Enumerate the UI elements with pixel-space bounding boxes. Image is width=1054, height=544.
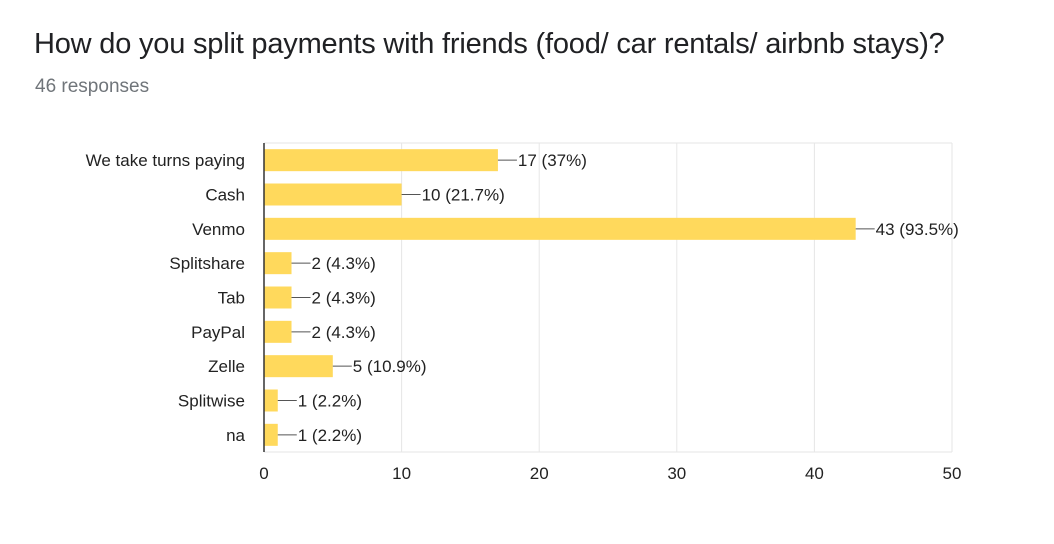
category-label: Zelle	[208, 357, 245, 376]
bar	[264, 286, 292, 309]
category-label: Venmo	[192, 220, 245, 239]
bar	[264, 355, 333, 378]
bar	[264, 423, 278, 446]
data-label: 1 (2.2%)	[298, 392, 362, 411]
category-label: na	[226, 426, 245, 445]
data-label: 43 (93.5%)	[876, 220, 959, 239]
bar	[264, 389, 278, 412]
category-label: Splitwise	[178, 392, 245, 411]
category-label: PayPal	[191, 323, 245, 342]
data-label: 1 (2.2%)	[298, 426, 362, 445]
bar	[264, 252, 292, 275]
chart-title: How do you split payments with friends (…	[34, 28, 945, 60]
data-label: 5 (10.9%)	[353, 357, 427, 376]
x-tick-label: 40	[805, 464, 824, 483]
x-tick-label: 20	[530, 464, 549, 483]
response-count: 46 responses	[35, 76, 150, 97]
x-tick-label: 50	[943, 464, 962, 483]
data-label: 17 (37%)	[518, 151, 587, 170]
data-label: 2 (4.3%)	[312, 254, 376, 273]
bar	[264, 183, 402, 206]
bar	[264, 320, 292, 343]
category-label: Splitshare	[169, 254, 245, 273]
bar	[264, 217, 856, 240]
category-label: We take turns paying	[86, 151, 245, 170]
x-tick-label: 0	[259, 464, 268, 483]
data-label: 2 (4.3%)	[312, 323, 376, 342]
bar	[264, 149, 498, 172]
x-tick-label: 30	[667, 464, 686, 483]
x-tick-label: 10	[392, 464, 411, 483]
category-label: Cash	[205, 186, 245, 205]
data-label: 10 (21.7%)	[422, 186, 505, 205]
data-label: 2 (4.3%)	[312, 289, 376, 308]
category-label: Tab	[218, 289, 245, 308]
